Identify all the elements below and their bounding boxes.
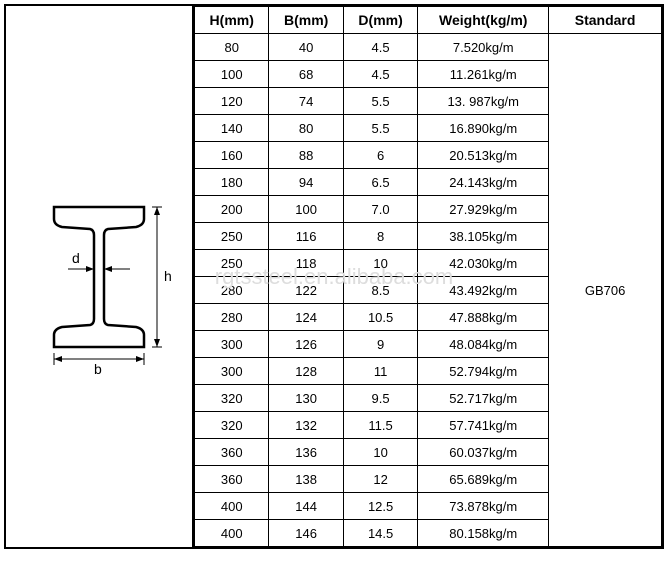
cell-h: 300 [195,358,269,385]
cell-h: 360 [195,466,269,493]
cell-h: 100 [195,61,269,88]
col-header-h: H(mm) [195,7,269,34]
cell-d: 11.5 [343,412,417,439]
cell-w: 13. 987kg/m [418,88,549,115]
cell-d: 4.5 [343,34,417,61]
cell-b: 130 [269,385,343,412]
cell-h: 250 [195,250,269,277]
col-header-weight: Weight(kg/m) [418,7,549,34]
cell-h: 400 [195,493,269,520]
label-h: h [164,268,172,284]
cell-d: 6 [343,142,417,169]
cell-w: 43.492kg/m [418,277,549,304]
cell-b: 122 [269,277,343,304]
cell-b: 128 [269,358,343,385]
cell-b: 74 [269,88,343,115]
cell-h: 280 [195,304,269,331]
cell-h: 180 [195,169,269,196]
cell-w: 80.158kg/m [418,520,549,547]
cell-b: 40 [269,34,343,61]
cell-d: 4.5 [343,61,417,88]
cell-w: 52.717kg/m [418,385,549,412]
cell-b: 126 [269,331,343,358]
label-d: d [72,250,80,266]
label-b: b [94,361,102,377]
cell-d: 10 [343,250,417,277]
i-beam-diagram: h d b [24,177,174,377]
cell-h: 250 [195,223,269,250]
cell-d: 9 [343,331,417,358]
cell-d: 6.5 [343,169,417,196]
cell-h: 320 [195,412,269,439]
cell-h: 80 [195,34,269,61]
cell-w: 27.929kg/m [418,196,549,223]
col-header-d: D(mm) [343,7,417,34]
table-body: 80404.57.520kg/mGB706100684.511.261kg/m1… [195,34,662,547]
cell-w: 52.794kg/m [418,358,549,385]
cell-d: 10 [343,439,417,466]
cell-d: 5.5 [343,115,417,142]
spec-table-container: h d b H(mm) B(mm) D(mm) [4,4,664,549]
cell-w: 38.105kg/m [418,223,549,250]
cell-w: 42.030kg/m [418,250,549,277]
header-row: H(mm) B(mm) D(mm) Weight(kg/m) Standard [195,7,662,34]
cell-w: 57.741kg/m [418,412,549,439]
cell-w: 47.888kg/m [418,304,549,331]
cell-w: 60.037kg/m [418,439,549,466]
cell-d: 11 [343,358,417,385]
cell-w: 20.513kg/m [418,142,549,169]
cell-w: 11.261kg/m [418,61,549,88]
diagram-cell: h d b [6,6,194,547]
cell-h: 320 [195,385,269,412]
cell-d: 9.5 [343,385,417,412]
spec-table: H(mm) B(mm) D(mm) Weight(kg/m) Standard … [194,6,662,547]
cell-w: 65.689kg/m [418,466,549,493]
cell-b: 138 [269,466,343,493]
cell-d: 7.0 [343,196,417,223]
cell-h: 360 [195,439,269,466]
cell-d: 5.5 [343,88,417,115]
cell-b: 144 [269,493,343,520]
cell-d: 12.5 [343,493,417,520]
cell-h: 120 [195,88,269,115]
cell-h: 160 [195,142,269,169]
cell-h: 200 [195,196,269,223]
cell-h: 140 [195,115,269,142]
cell-b: 146 [269,520,343,547]
cell-d: 8.5 [343,277,417,304]
table-row: 80404.57.520kg/mGB706 [195,34,662,61]
cell-b: 100 [269,196,343,223]
cell-d: 8 [343,223,417,250]
table-wrap: H(mm) B(mm) D(mm) Weight(kg/m) Standard … [194,6,662,547]
cell-w: 73.878kg/m [418,493,549,520]
col-header-standard: Standard [549,7,662,34]
cell-b: 80 [269,115,343,142]
cell-b: 132 [269,412,343,439]
cell-w: 48.084kg/m [418,331,549,358]
cell-h: 400 [195,520,269,547]
cell-standard: GB706 [549,34,662,547]
cell-d: 10.5 [343,304,417,331]
cell-b: 136 [269,439,343,466]
cell-b: 94 [269,169,343,196]
cell-b: 118 [269,250,343,277]
cell-w: 16.890kg/m [418,115,549,142]
cell-b: 124 [269,304,343,331]
cell-h: 300 [195,331,269,358]
cell-w: 24.143kg/m [418,169,549,196]
cell-b: 116 [269,223,343,250]
cell-b: 88 [269,142,343,169]
cell-d: 14.5 [343,520,417,547]
cell-h: 280 [195,277,269,304]
cell-d: 12 [343,466,417,493]
cell-w: 7.520kg/m [418,34,549,61]
cell-b: 68 [269,61,343,88]
col-header-b: B(mm) [269,7,343,34]
